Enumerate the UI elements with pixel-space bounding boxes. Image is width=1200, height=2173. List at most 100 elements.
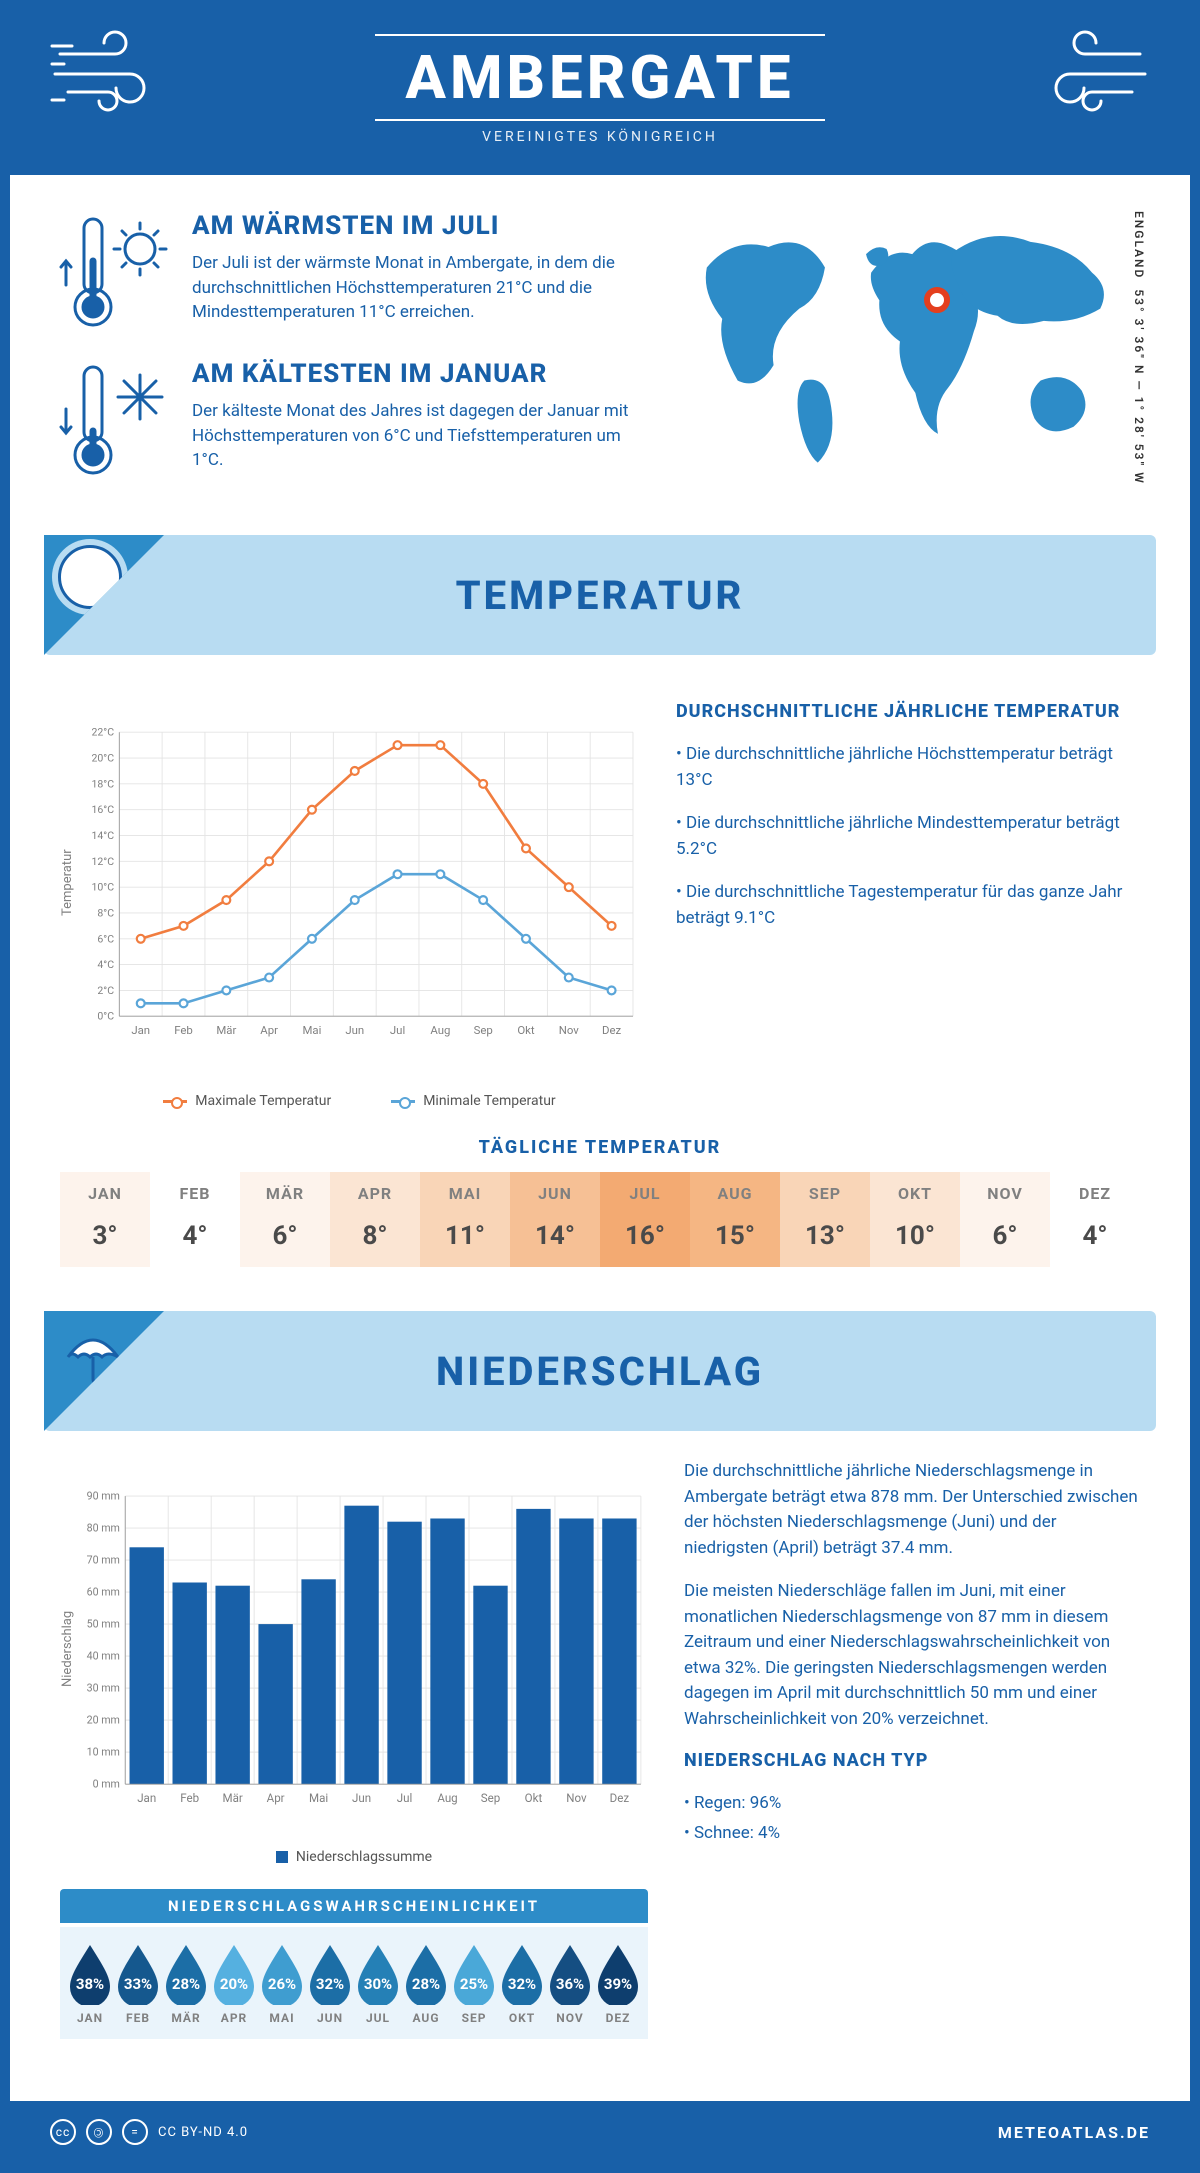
precip-bar-chart: Niederschlag 0 mm10 mm20 mm30 mm40 mm50 …: [60, 1459, 648, 2039]
svg-text:Feb: Feb: [180, 1791, 199, 1805]
drop-cell: 28% MÄR: [162, 1943, 210, 2025]
svg-text:4°C: 4°C: [97, 958, 114, 971]
thermometer-sun-icon: [54, 211, 174, 331]
daily-title: TÄGLICHE TEMPERATUR: [10, 1137, 1190, 1158]
svg-text:Okt: Okt: [517, 1023, 535, 1037]
coords-label: ENGLAND 53° 3' 36" N — 1° 28' 53" W: [1132, 211, 1146, 485]
temperature-line-chart: Temperatur 0°C2°C4°C6°C8°C10°C12°C14°C16…: [60, 683, 640, 1083]
prob-title: NIEDERSCHLAGSWAHRSCHEINLICHKEIT: [60, 1889, 648, 1923]
warmest-text: Der Juli ist der wärmste Monat in Amberg…: [192, 251, 646, 325]
heat-cell: MÄR6°: [240, 1172, 330, 1267]
coldest-block: AM KÄLTESTEN IM JANUAR Der kälteste Mona…: [54, 359, 646, 479]
svg-text:Dez: Dez: [602, 1023, 621, 1037]
svg-text:10°C: 10°C: [92, 881, 115, 894]
heat-cell: DEZ4°: [1050, 1172, 1140, 1267]
thermometer-snow-icon: [54, 359, 174, 479]
svg-text:90 mm: 90 mm: [87, 1490, 120, 1503]
svg-text:18°C: 18°C: [92, 777, 115, 790]
svg-text:Sep: Sep: [474, 1023, 493, 1037]
country-name: VEREINIGTES KÖNIGREICH: [50, 129, 1150, 145]
world-map: ENGLAND 53° 3' 36" N — 1° 28' 53" W: [676, 211, 1146, 507]
svg-text:Jan: Jan: [137, 1791, 156, 1805]
climate-infographic: AMBERGATE VEREINIGTES KÖNIGREICH AM WÄRM…: [0, 0, 1200, 2173]
heat-cell: NOV6°: [960, 1172, 1050, 1267]
svg-text:Aug: Aug: [437, 1791, 457, 1805]
drop-cell: 36% NOV: [546, 1943, 594, 2025]
warmest-title: AM WÄRMSTEN IM JULI: [192, 211, 646, 241]
brand: METEOATLAS.DE: [998, 2123, 1150, 2142]
svg-text:14°C: 14°C: [92, 829, 115, 842]
drop-cell: 32% JUN: [306, 1943, 354, 2025]
svg-text:Mai: Mai: [309, 1791, 328, 1805]
drop-cell: 26% MAI: [258, 1943, 306, 2025]
svg-text:12°C: 12°C: [92, 855, 115, 868]
svg-text:Jul: Jul: [390, 1023, 405, 1037]
svg-text:6°C: 6°C: [97, 932, 114, 945]
precip-summary: Die durchschnittliche jährliche Niedersc…: [684, 1459, 1140, 2039]
svg-text:10 mm: 10 mm: [87, 1746, 120, 1759]
svg-text:60 mm: 60 mm: [87, 1586, 120, 1599]
drop-cell: 30% JUL: [354, 1943, 402, 2025]
intro-row: AM WÄRMSTEN IM JULI Der Juli ist der wär…: [10, 175, 1190, 535]
city-name: AMBERGATE: [375, 34, 824, 121]
drop-cell: 38% JAN: [66, 1943, 114, 2025]
svg-text:40 mm: 40 mm: [87, 1650, 120, 1663]
heat-cell: OKT10°: [870, 1172, 960, 1267]
svg-text:Aug: Aug: [430, 1023, 450, 1037]
svg-text:0°C: 0°C: [97, 1010, 114, 1023]
svg-text:Jun: Jun: [352, 1791, 371, 1805]
svg-text:Mär: Mär: [223, 1791, 243, 1805]
svg-text:70 mm: 70 mm: [87, 1554, 120, 1567]
drop-cell: 20% APR: [210, 1943, 258, 2025]
svg-text:Apr: Apr: [260, 1023, 278, 1037]
umbrella-icon: [58, 1321, 128, 1391]
drop-cell: 32% OKT: [498, 1943, 546, 2025]
svg-text:Nov: Nov: [559, 1023, 580, 1037]
svg-text:Apr: Apr: [267, 1791, 285, 1805]
precip-probability-strip: 38% JAN 33% FEB 28% MÄR 20% APR 26% MAI …: [60, 1927, 648, 2039]
svg-text:Okt: Okt: [525, 1791, 543, 1805]
heat-cell: JUN14°: [510, 1172, 600, 1267]
svg-text:8°C: 8°C: [97, 906, 114, 919]
precip-banner: NIEDERSCHLAG: [44, 1311, 1156, 1431]
svg-text:Jul: Jul: [397, 1791, 413, 1805]
heat-cell: JAN3°: [60, 1172, 150, 1267]
svg-text:50 mm: 50 mm: [87, 1618, 120, 1631]
drop-cell: 25% SEP: [450, 1943, 498, 2025]
heat-cell: MAI11°: [420, 1172, 510, 1267]
location-marker: [924, 287, 950, 313]
heat-cell: SEP13°: [780, 1172, 870, 1267]
svg-text:22°C: 22°C: [92, 726, 115, 739]
svg-text:Jun: Jun: [345, 1023, 364, 1037]
drop-cell: 33% FEB: [114, 1943, 162, 2025]
heat-cell: APR8°: [330, 1172, 420, 1267]
svg-text:20 mm: 20 mm: [87, 1714, 120, 1727]
svg-text:Sep: Sep: [481, 1791, 500, 1805]
svg-text:Feb: Feb: [174, 1023, 193, 1037]
svg-text:Dez: Dez: [610, 1791, 630, 1805]
svg-text:20°C: 20°C: [92, 752, 115, 765]
heat-cell: AUG15°: [690, 1172, 780, 1267]
sun-icon: [58, 545, 122, 609]
wind-icon: [1030, 26, 1150, 116]
svg-text:Nov: Nov: [566, 1791, 587, 1805]
svg-text:30 mm: 30 mm: [87, 1682, 120, 1695]
svg-text:Jan: Jan: [131, 1023, 150, 1037]
coldest-title: AM KÄLTESTEN IM JANUAR: [192, 359, 646, 389]
svg-text:16°C: 16°C: [92, 803, 115, 816]
heat-cell: JUL16°: [600, 1172, 690, 1267]
drop-cell: 39% DEZ: [594, 1943, 642, 2025]
temp-title: TEMPERATUR: [456, 572, 745, 619]
svg-text:2°C: 2°C: [97, 984, 114, 997]
drop-cell: 28% AUG: [402, 1943, 450, 2025]
precip-title: NIEDERSCHLAG: [436, 1348, 764, 1395]
svg-text:80 mm: 80 mm: [87, 1522, 120, 1535]
wind-icon: [50, 26, 170, 116]
license: cc🄯= CC BY-ND 4.0: [50, 2119, 248, 2145]
footer: cc🄯= CC BY-ND 4.0 METEOATLAS.DE: [10, 2101, 1190, 2163]
warmest-block: AM WÄRMSTEN IM JULI Der Juli ist der wär…: [54, 211, 646, 331]
temp-banner: TEMPERATUR: [44, 535, 1156, 655]
coldest-text: Der kälteste Monat des Jahres ist dagege…: [192, 399, 646, 473]
title-banner: AMBERGATE VEREINIGTES KÖNIGREICH: [10, 10, 1190, 175]
daily-temp-heatmap: JAN3° FEB4° MÄR6° APR8° MAI11° JUN14° JU…: [60, 1172, 1140, 1267]
